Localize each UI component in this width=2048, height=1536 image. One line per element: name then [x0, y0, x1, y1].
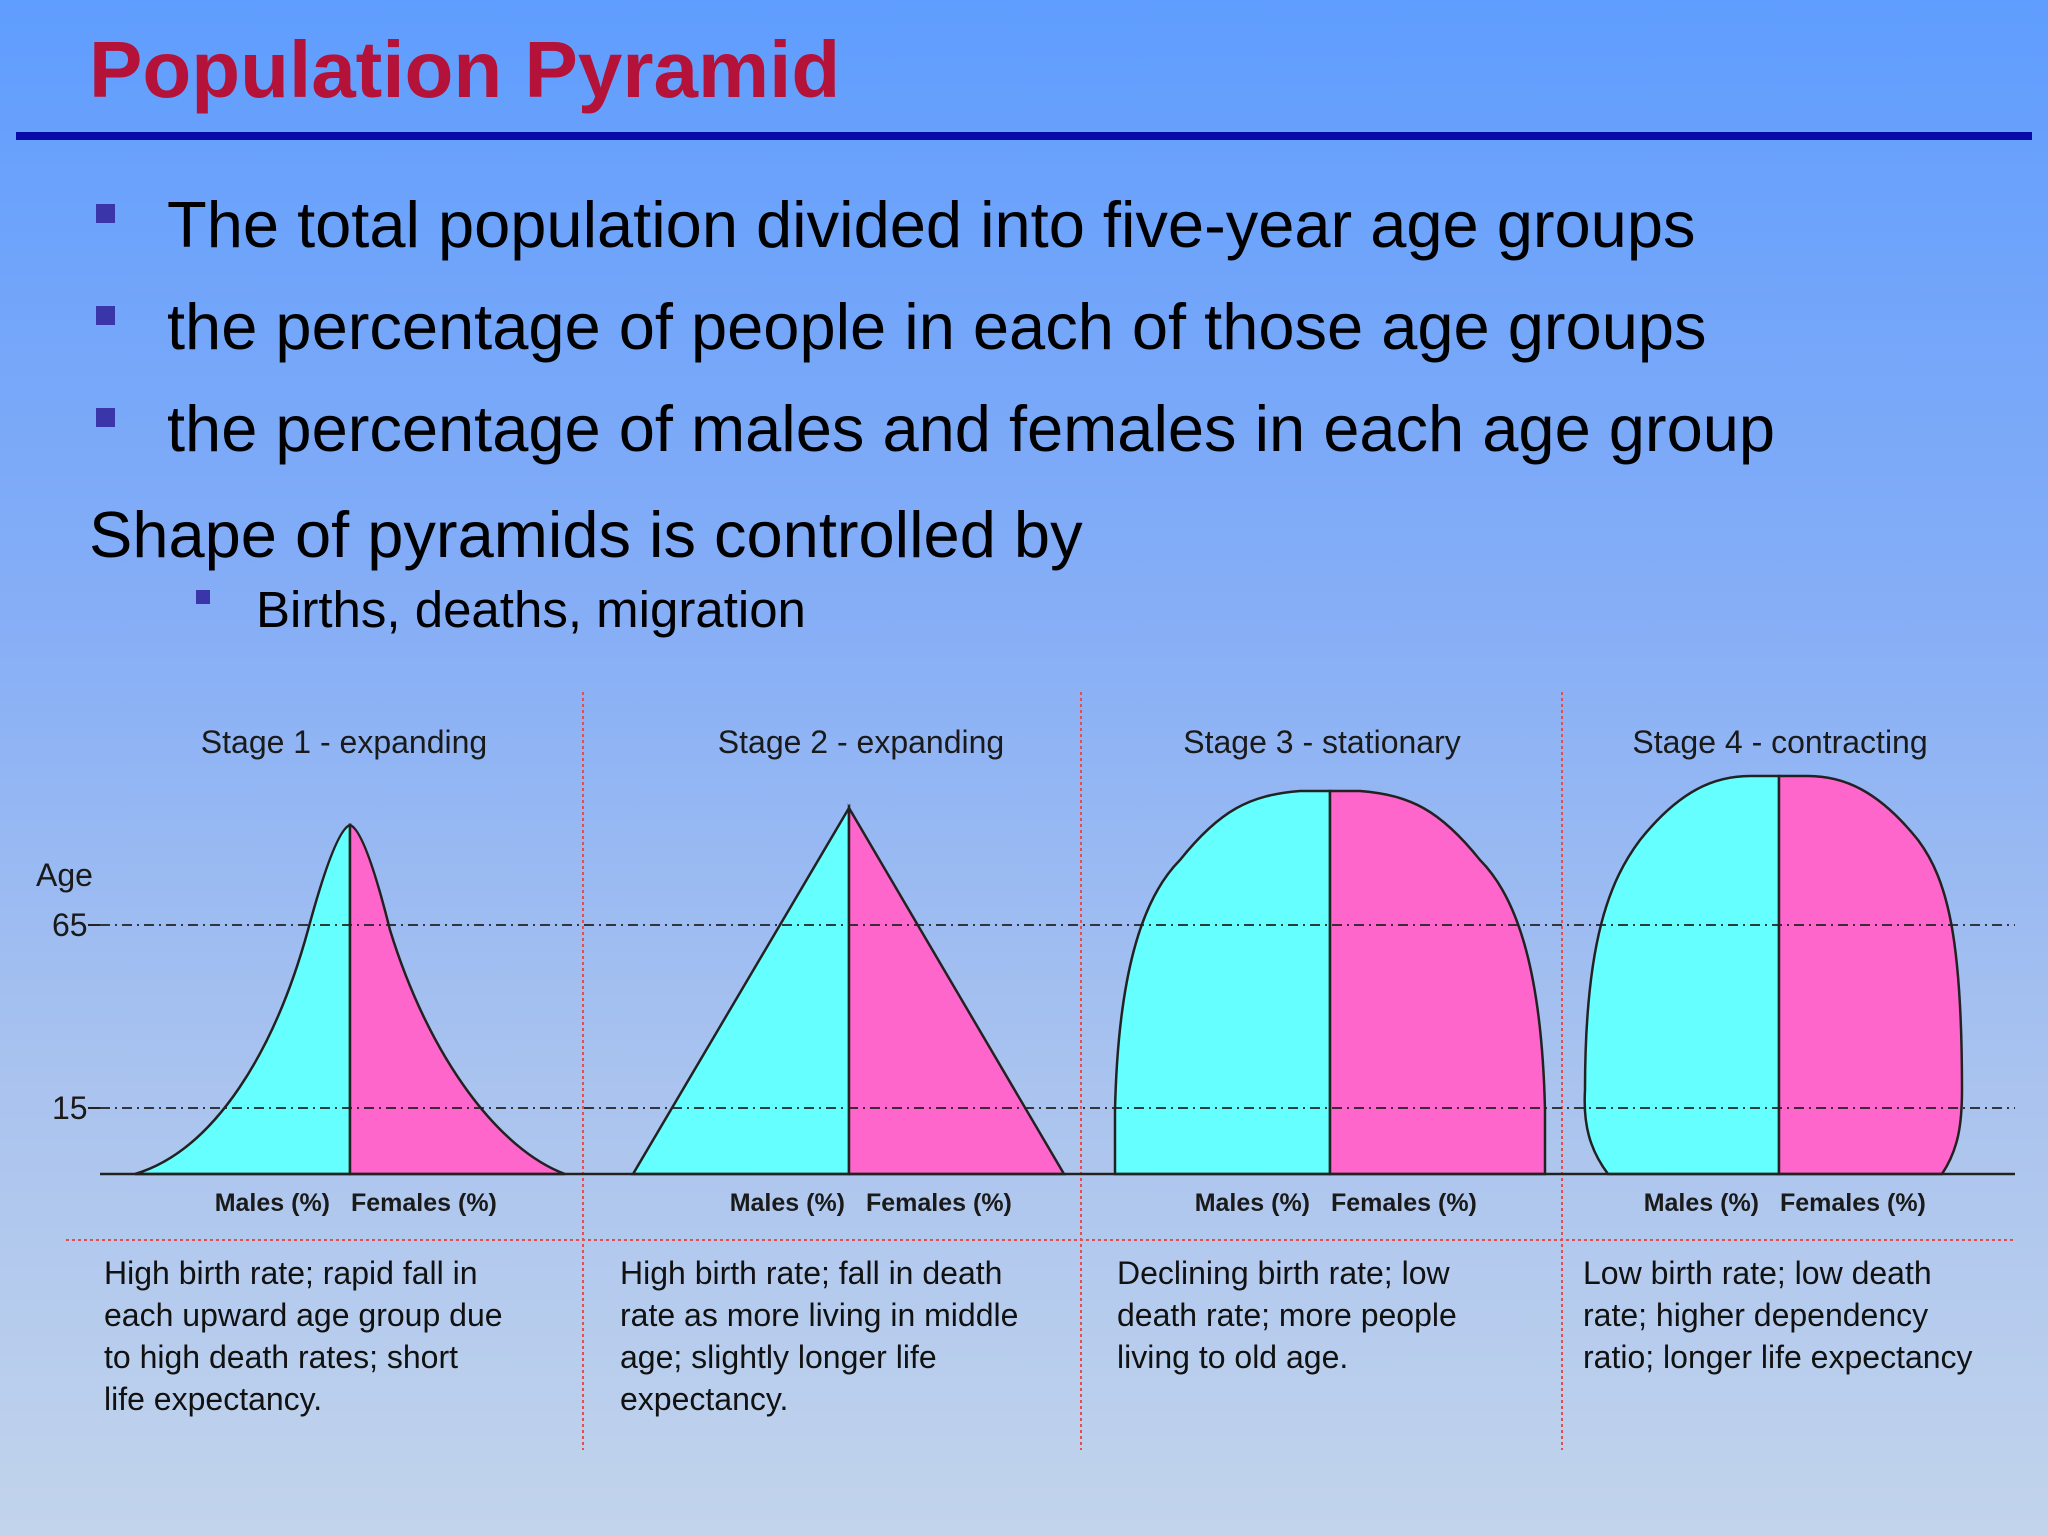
bullet-text: the percentage of people in each of thos…	[167, 290, 1707, 363]
description-line: life expectancy.	[104, 1381, 323, 1417]
square-bullet-icon	[96, 204, 115, 223]
stage-4-pyramid	[1583, 774, 1964, 1176]
description-line: High birth rate; rapid fall in	[104, 1255, 478, 1291]
slide-title: Population Pyramid	[89, 25, 841, 114]
females-label: Females (%)	[1331, 1189, 1477, 1217]
square-bullet-icon	[196, 590, 210, 604]
square-bullet-icon	[96, 306, 115, 325]
female-area	[847, 803, 1067, 1176]
female-area	[348, 823, 566, 1176]
bullet-text: The total population divided into five-y…	[167, 188, 1696, 261]
stage-1-pyramid	[134, 823, 566, 1176]
females-label: Females (%)	[351, 1189, 497, 1217]
male-area	[1113, 789, 1332, 1176]
male-area	[134, 823, 352, 1176]
stage-3-pyramid	[1113, 789, 1547, 1176]
age-tick-65: 65	[52, 907, 88, 943]
female-area	[1328, 789, 1547, 1176]
square-bullet-icon	[96, 408, 115, 427]
description-line: rate as more living in middle	[620, 1297, 1019, 1333]
description-line: ratio; longer life expectancy	[1583, 1339, 1973, 1375]
females-label: Females (%)	[866, 1189, 1012, 1217]
males-label: Males (%)	[1195, 1189, 1310, 1217]
description-line: expectancy.	[620, 1381, 789, 1417]
stage-3-title: Stage 3 - stationary	[1183, 724, 1460, 760]
description-line: age; slightly longer life	[620, 1339, 937, 1375]
description-line: to high death rates; short	[104, 1339, 458, 1375]
bullet-text: the percentage of males and females in e…	[167, 392, 1776, 465]
stage-dividers	[582, 692, 1563, 1450]
male-area	[630, 803, 851, 1176]
description-line: each upward age group due	[104, 1297, 503, 1333]
stage-2-description: High birth rate; fall in death rate as m…	[620, 1252, 1018, 1420]
description-line: living to old age.	[1117, 1339, 1349, 1375]
description-line: rate; higher dependency	[1583, 1297, 1929, 1333]
males-label: Males (%)	[215, 1189, 330, 1217]
males-label: Males (%)	[1644, 1189, 1759, 1217]
stage-1-description: High birth rate; rapid fall in each upwa…	[104, 1252, 503, 1420]
stage-2-title: Stage 2 - expanding	[718, 724, 1004, 760]
description-line: High birth rate; fall in death	[620, 1255, 1003, 1291]
male-area	[1583, 774, 1781, 1176]
title-underline	[16, 132, 2032, 140]
stage-4-description: Low birth rate; low death rate; higher d…	[1583, 1252, 1973, 1378]
males-label: Males (%)	[730, 1189, 845, 1217]
stage-3-description: Declining birth rate; low death rate; mo…	[1117, 1252, 1457, 1378]
stage-2-pyramid	[630, 803, 1067, 1176]
description-line: Declining birth rate; low	[1117, 1255, 1450, 1291]
stage-1-title: Stage 1 - expanding	[201, 724, 487, 760]
females-label: Females (%)	[1780, 1189, 1926, 1217]
age-axis-label: Age	[36, 857, 93, 893]
sub-bullet-text: Births, deaths, migration	[256, 581, 806, 638]
shape-heading: Shape of pyramids is controlled by	[89, 498, 1083, 571]
stage-4-title: Stage 4 - contracting	[1632, 724, 1927, 760]
description-line: Low birth rate; low death	[1583, 1255, 1932, 1291]
description-line: death rate; more people	[1117, 1297, 1457, 1333]
female-area	[1777, 774, 1964, 1176]
age-tick-15: 15	[52, 1090, 88, 1126]
